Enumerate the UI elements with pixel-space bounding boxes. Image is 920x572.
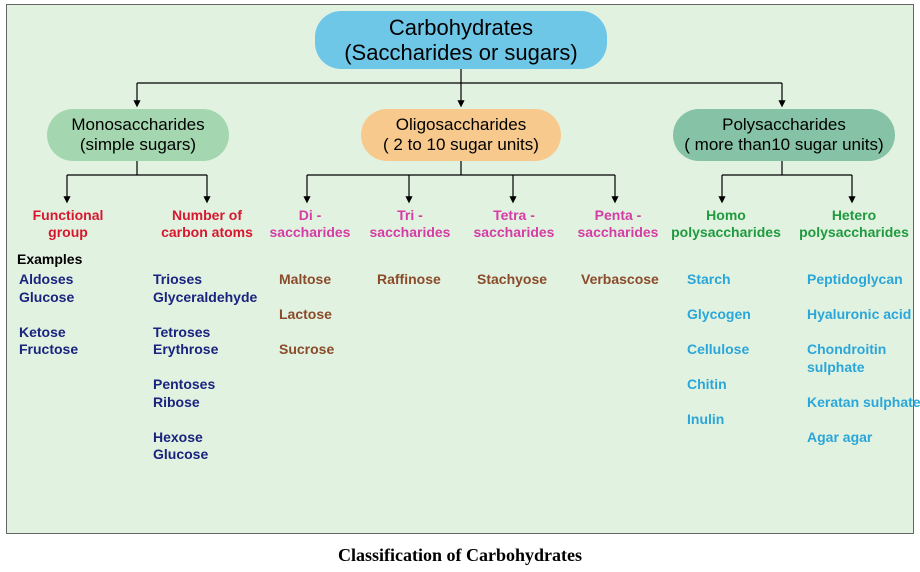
sub-trisaccharides: Tri - saccharides [365,207,455,241]
sub-disaccharides: Di - saccharides [265,207,355,241]
category-oligosaccharides: Oligosaccharides ( 2 to 10 sugar units) [361,109,561,161]
root-line2: (Saccharides or sugars) [344,40,578,65]
poly-line1: Polysaccharides [722,115,846,135]
examples-disaccharides: Maltose Lactose Sucrose [279,271,369,359]
sub-homo-polysaccharides: Homo polysaccharides [667,207,785,241]
examples-functional-group: Aldoses Glucose Ketose Fructose [19,271,113,359]
oligo-line2: ( 2 to 10 sugar units) [383,135,539,155]
connector-lines [7,5,915,535]
root-node: Carbohydrates (Saccharides or sugars) [315,11,607,69]
root-line1: Carbohydrates [389,15,533,40]
examples-tetrasaccharides: Stachyose [477,271,571,289]
examples-pentasaccharides: Verbascose [581,271,675,289]
examples-carbon-atoms: Trioses Glyceraldehyde Tetroses Erythros… [153,271,273,464]
mono-line2: (simple sugars) [80,135,196,155]
sub-functional-group: Functional group [25,207,111,241]
figure-caption: Classification of Carbohydrates [0,545,920,566]
sub-pentasaccharides: Penta - saccharides [571,207,665,241]
sub-carbon-atoms: Number of carbon atoms [147,207,267,241]
category-monosaccharides: Monosaccharides (simple sugars) [47,109,229,161]
examples-trisaccharides: Raffinose [377,271,467,289]
examples-label: Examples [17,251,82,267]
examples-homo-polysaccharides: Starch Glycogen Cellulose Chitin Inulin [687,271,797,429]
mono-line1: Monosaccharides [71,115,204,135]
examples-hetero-polysaccharides: Peptidoglycan Hyaluronic acid Chondroiti… [807,271,917,446]
diagram-canvas: Carbohydrates (Saccharides or sugars) Mo… [6,4,914,534]
category-polysaccharides: Polysaccharides ( more than10 sugar unit… [673,109,895,161]
poly-line2: ( more than10 sugar units) [684,135,883,155]
sub-hetero-polysaccharides: Hetero polysaccharides [795,207,913,241]
sub-tetrasaccharides: Tetra - saccharides [467,207,561,241]
oligo-line1: Oligosaccharides [396,115,526,135]
